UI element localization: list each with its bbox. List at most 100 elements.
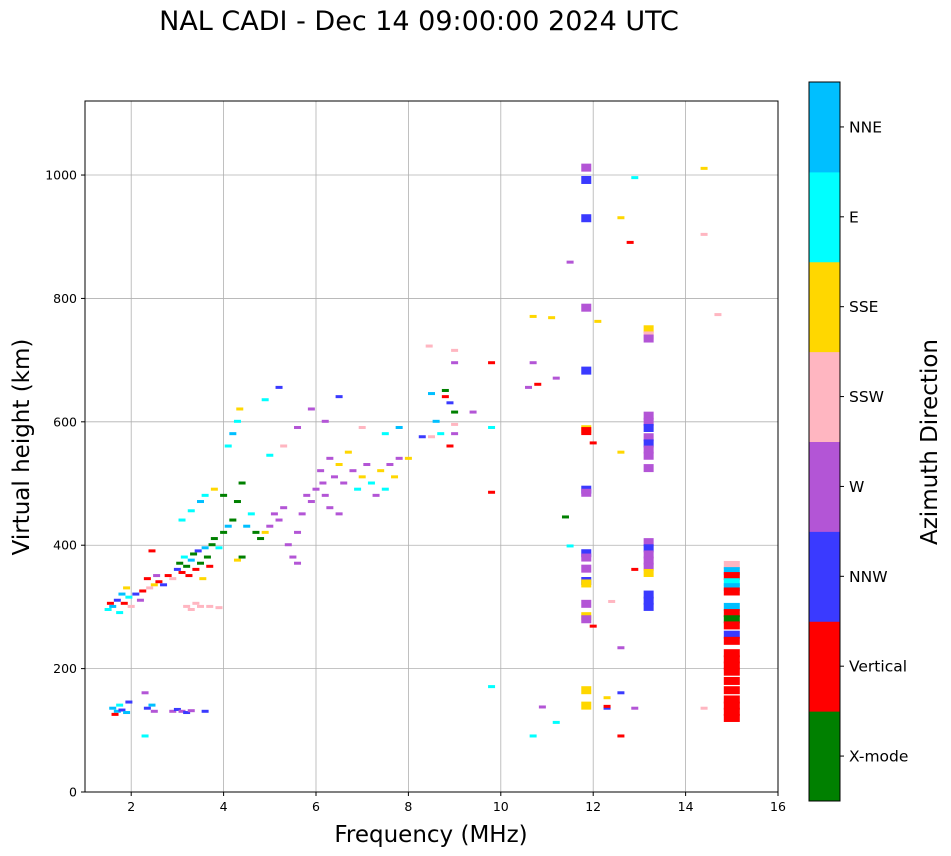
- x-axis-label: Frequency (MHz): [334, 822, 527, 848]
- data-point: [349, 469, 357, 473]
- data-point: [109, 604, 117, 608]
- colorbar-segment: [809, 621, 840, 712]
- data-point: [626, 240, 634, 244]
- data-point: [197, 604, 204, 608]
- data-point: [125, 595, 133, 599]
- data-point: [326, 506, 334, 510]
- data-point: [303, 493, 311, 497]
- data-point: [201, 493, 209, 497]
- x-tick-label: 6: [312, 799, 320, 814]
- colorbar-tick-label: Vertical: [849, 658, 907, 676]
- data-point: [164, 574, 172, 578]
- data-point: [143, 706, 151, 710]
- data-point: [199, 577, 207, 581]
- data-point: [224, 524, 232, 528]
- data-point: [141, 691, 149, 695]
- data-point: [118, 592, 126, 596]
- data-point: [169, 577, 177, 581]
- data-point: [425, 344, 433, 348]
- data-point: [190, 552, 198, 556]
- data-point: [183, 564, 191, 568]
- data-point: [723, 630, 740, 639]
- data-point: [208, 543, 216, 547]
- data-point: [723, 587, 740, 596]
- data-point: [581, 599, 592, 608]
- data-point: [192, 567, 200, 571]
- data-point: [723, 713, 740, 722]
- y-tick-label: 200: [53, 661, 77, 676]
- colorbar-tick-label: W: [849, 478, 864, 496]
- data-point: [723, 655, 740, 664]
- x-tick-label: 12: [585, 799, 601, 814]
- data-point: [187, 509, 195, 513]
- data-point: [358, 475, 366, 479]
- colorbar-segment: [809, 441, 840, 532]
- x-tick-label: 10: [493, 799, 509, 814]
- data-point: [643, 596, 654, 605]
- data-point: [266, 524, 274, 528]
- data-point: [143, 577, 151, 581]
- data-point: [187, 558, 195, 562]
- data-point: [581, 427, 592, 436]
- colorbar: X-mode Vertical NNW W SSW SSE E NNE: [808, 81, 908, 802]
- data-point: [723, 621, 740, 630]
- data-point: [631, 567, 639, 571]
- data-point: [581, 615, 592, 624]
- data-point: [488, 425, 496, 429]
- data-point: [187, 607, 195, 611]
- data-point: [643, 423, 654, 432]
- data-point: [643, 433, 654, 442]
- data-point: [104, 607, 112, 611]
- data-point: [723, 676, 740, 685]
- data-point: [123, 711, 131, 715]
- data-point: [307, 407, 315, 411]
- data-point: [294, 530, 302, 534]
- data-point: [153, 574, 161, 578]
- data-point: [111, 712, 119, 716]
- data-point: [180, 555, 188, 559]
- data-point: [589, 624, 597, 628]
- data-point: [146, 586, 154, 590]
- data-point: [631, 706, 639, 710]
- data-point: [529, 734, 537, 738]
- data-point: [643, 325, 654, 334]
- data-point: [451, 348, 459, 352]
- data-point: [581, 579, 592, 588]
- data-point: [432, 419, 440, 423]
- data-point: [469, 410, 477, 414]
- x-tick-label: 2: [127, 799, 135, 814]
- data-point: [340, 481, 348, 485]
- data-point: [155, 580, 163, 584]
- data-point: [136, 598, 144, 602]
- data-point: [581, 163, 592, 172]
- data-point: [603, 704, 611, 708]
- data-point: [643, 562, 654, 571]
- colorbar-segment: [809, 711, 840, 802]
- data-point: [229, 432, 237, 436]
- data-point: [617, 216, 625, 220]
- data-point: [404, 456, 412, 460]
- data-point: [643, 451, 654, 460]
- data-point: [631, 176, 639, 180]
- data-point: [109, 706, 117, 710]
- data-point: [233, 558, 241, 562]
- data-point: [723, 701, 740, 710]
- data-point: [261, 398, 269, 402]
- data-point: [354, 487, 362, 491]
- colorbar-tick-label: SSW: [849, 388, 884, 406]
- data-point: [428, 392, 435, 396]
- data-point: [236, 407, 244, 411]
- colorbar-tick-label: NNE: [849, 118, 882, 136]
- data-point: [344, 450, 352, 454]
- y-tick-label: 400: [53, 538, 77, 553]
- data-point: [386, 463, 394, 467]
- data-point: [185, 574, 193, 578]
- data-point: [428, 435, 435, 439]
- chart-title: NAL CADI - Dec 14 09:00:00 2024 UTC: [159, 6, 679, 37]
- data-point: [317, 469, 325, 473]
- data-point: [178, 709, 186, 713]
- data-point: [176, 561, 184, 565]
- data-point: [215, 546, 223, 550]
- data-point: [173, 707, 181, 711]
